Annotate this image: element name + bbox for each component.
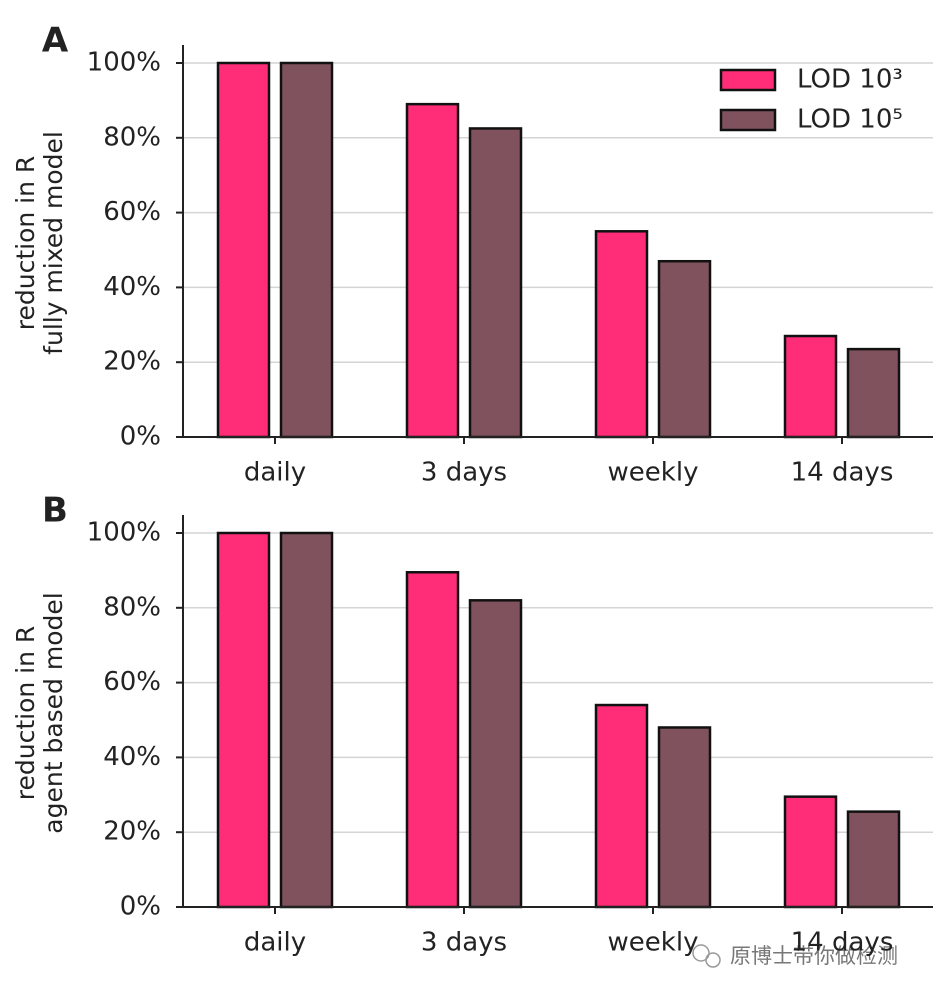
bar xyxy=(279,531,334,909)
y-axis-label: fully mixed model xyxy=(39,131,68,355)
y-tick-label: 100% xyxy=(87,518,161,548)
x-tick-label: daily xyxy=(244,458,306,488)
bar xyxy=(657,726,712,909)
y-tick-label: 60% xyxy=(103,197,161,227)
x-tick-label: 14 days xyxy=(791,928,894,958)
panel-label: B xyxy=(42,491,68,531)
y-tick-label: 40% xyxy=(103,742,161,772)
y-tick-label: 40% xyxy=(103,272,161,302)
x-tick-label: 3 days xyxy=(421,928,507,958)
watermark-icon xyxy=(692,944,721,968)
bar xyxy=(216,61,271,439)
x-tick-label: 3 days xyxy=(421,458,507,488)
legend-label: LOD 10⁵ xyxy=(797,105,903,135)
bar xyxy=(594,703,649,909)
bar xyxy=(279,61,334,439)
bar xyxy=(657,259,712,439)
legend-swatch xyxy=(719,108,777,132)
x-tick-label: weekly xyxy=(608,458,699,488)
bar xyxy=(468,127,523,439)
legend-swatch xyxy=(719,68,777,92)
watermark: 原博士带你做检测 xyxy=(730,944,898,968)
y-tick-label: 80% xyxy=(103,122,161,152)
y-axis-label: reduction in R xyxy=(11,626,40,801)
bar xyxy=(405,571,460,909)
y-axis-label: reduction in R xyxy=(11,156,40,331)
panel-label: A xyxy=(42,21,69,61)
x-tick-label: daily xyxy=(244,928,306,958)
bar xyxy=(216,531,271,909)
y-tick-label: 100% xyxy=(87,48,161,78)
bar xyxy=(846,810,901,909)
bar xyxy=(783,795,838,909)
y-axis-label: agent based model xyxy=(39,592,68,833)
bar xyxy=(846,347,901,439)
y-tick-label: 20% xyxy=(103,817,161,847)
y-tick-label: 0% xyxy=(120,892,161,922)
legend-label: LOD 10³ xyxy=(797,65,903,95)
bar xyxy=(594,230,649,439)
y-tick-label: 0% xyxy=(120,422,161,452)
y-tick-label: 20% xyxy=(103,347,161,377)
x-tick-label: weekly xyxy=(608,928,699,958)
bar xyxy=(405,102,460,439)
bar xyxy=(783,334,838,439)
y-tick-label: 80% xyxy=(103,592,161,622)
y-tick-label: 60% xyxy=(103,667,161,697)
bar xyxy=(468,599,523,909)
x-tick-label: 14 days xyxy=(791,458,894,488)
